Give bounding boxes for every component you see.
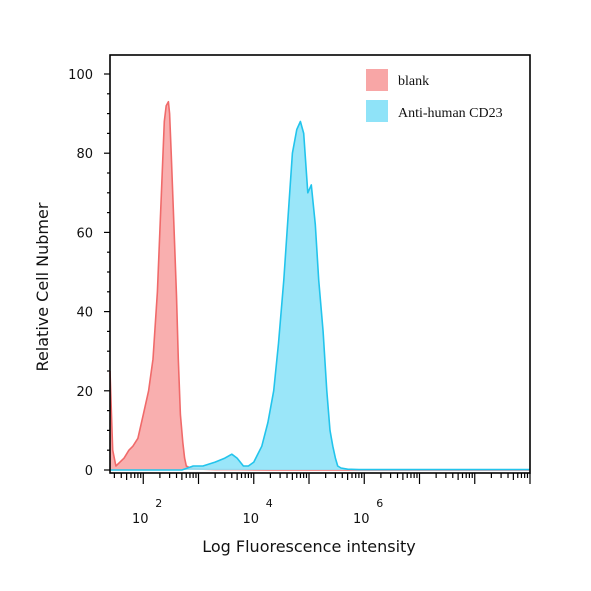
y-axis: 0 20 40 60 80 100 (68, 68, 110, 479)
x-axis: 10 2 10 4 10 6 (113, 473, 531, 527)
y-tick-label: 80 (76, 147, 93, 162)
y-tick-label: 0 (85, 464, 93, 479)
x-tick-exponent: 4 (266, 497, 273, 510)
series-layer (109, 100, 530, 471)
legend-label-blank: blank (398, 74, 429, 89)
x-axis-title: Log Fluorescence intensity (202, 537, 416, 556)
x-tick-label: 10 (132, 512, 149, 527)
plot-frame (109, 54, 531, 474)
x-tick-exponent: 2 (155, 497, 162, 510)
series-line-anti-human-cd23 (110, 120, 530, 471)
legend-label-anti-human-cd23: Anti-human CD23 (398, 106, 503, 121)
y-tick-label: 60 (76, 226, 93, 241)
legend-swatch-blank (366, 69, 388, 91)
y-axis-title: Relative Cell Nubmer (33, 202, 52, 371)
x-tick-label: 10 (353, 512, 370, 527)
x-tick-label: 10 (242, 512, 259, 527)
y-tick-label: 20 (76, 385, 93, 400)
y-tick-label: 100 (68, 68, 93, 83)
x-tick-exponent: 6 (376, 497, 383, 510)
legend: blank Anti-human CD23 (366, 69, 503, 122)
series-area-blank (110, 101, 530, 470)
legend-item-anti-human-cd23: Anti-human CD23 (366, 100, 503, 122)
legend-item-blank: blank (366, 69, 429, 91)
legend-swatch-anti-human-cd23 (366, 100, 388, 122)
y-tick-label: 40 (76, 306, 93, 321)
